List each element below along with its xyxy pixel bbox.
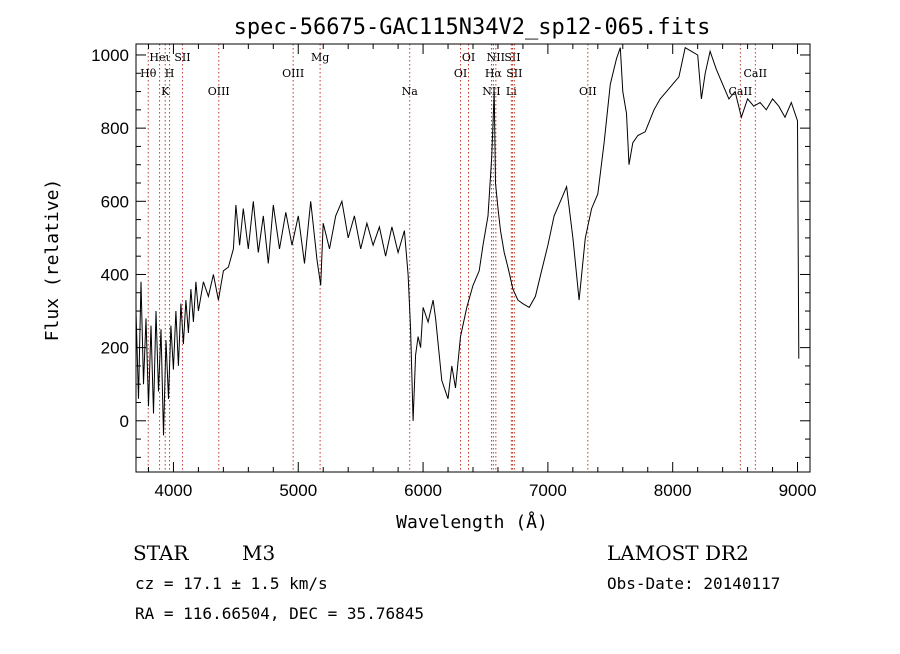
- spectral-line-label: NII: [482, 85, 500, 98]
- spectral-line-label: Na: [402, 85, 419, 98]
- spectral-line-label: K: [161, 85, 170, 98]
- y-tick-label: 600: [101, 192, 129, 211]
- spectrum-series-line: [135, 46, 800, 436]
- obs-date-text: Obs-Date: 20140117: [607, 574, 780, 593]
- spectral-line-label: Heι: [149, 51, 169, 64]
- spectral-line-label: H: [165, 67, 175, 80]
- y-tick-label: 0: [120, 412, 129, 431]
- x-tick-label: 4000: [155, 481, 193, 500]
- axis-ticks: 4000 5000 6000 7000 8000 9000 0 200 400 600 800 100…: [91, 44, 816, 500]
- spectral-line-label: SII: [174, 51, 190, 64]
- spectral-line-label: OI: [454, 67, 467, 80]
- y-tick-label: 400: [101, 265, 129, 284]
- spectral-line-label: OII: [579, 85, 597, 98]
- spectral-line-label: NII: [487, 51, 505, 64]
- plot-frame: [135, 43, 811, 473]
- y-tick-label: 1000: [91, 46, 129, 65]
- spectral-line-label: OIII: [282, 67, 304, 80]
- spectral-line-label: Li: [506, 85, 517, 98]
- spectral-line-label: OIII: [208, 85, 230, 98]
- spectral-line-label: CaII: [743, 67, 767, 80]
- spectral-line-label: SII: [506, 67, 522, 80]
- x-tick-label: 9000: [779, 481, 817, 500]
- x-tick-label: 5000: [279, 481, 317, 500]
- spectral-line-label: Mg: [311, 51, 329, 64]
- y-axis-label: Flux (relative): [42, 179, 63, 342]
- y-tick-label: 800: [101, 119, 129, 138]
- x-tick-label: 7000: [529, 481, 567, 500]
- spectral-line-label: CaII: [729, 85, 753, 98]
- spectral-subclass: M3: [242, 541, 275, 565]
- object-class: STAR: [133, 541, 189, 565]
- spectral-line-label: Hα: [485, 67, 503, 80]
- y-tick-label: 200: [101, 339, 129, 358]
- x-tick-label: 8000: [654, 481, 692, 500]
- x-axis-label: Wavelength (Å): [396, 511, 548, 533]
- spectral-line-label: Hθ: [140, 67, 157, 80]
- redshift-text: cz = 17.1 ± 1.5 km/s: [135, 574, 328, 593]
- x-tick-label: 6000: [404, 481, 442, 500]
- survey-name: LAMOST DR2: [607, 541, 749, 565]
- chart-title: spec-56675-GAC115N34V2_sp12-065.fits: [234, 15, 711, 40]
- spectral-line-markers: Hθ Heι KH SII OIII OIII Mg Na OI OI NII Hα NII Li SII S…: [140, 44, 767, 472]
- coordinates-text: RA = 116.66504, DEC = 35.76845: [135, 604, 424, 623]
- spectral-line-label: SII: [504, 51, 520, 64]
- spectral-line-label: OI: [462, 51, 475, 64]
